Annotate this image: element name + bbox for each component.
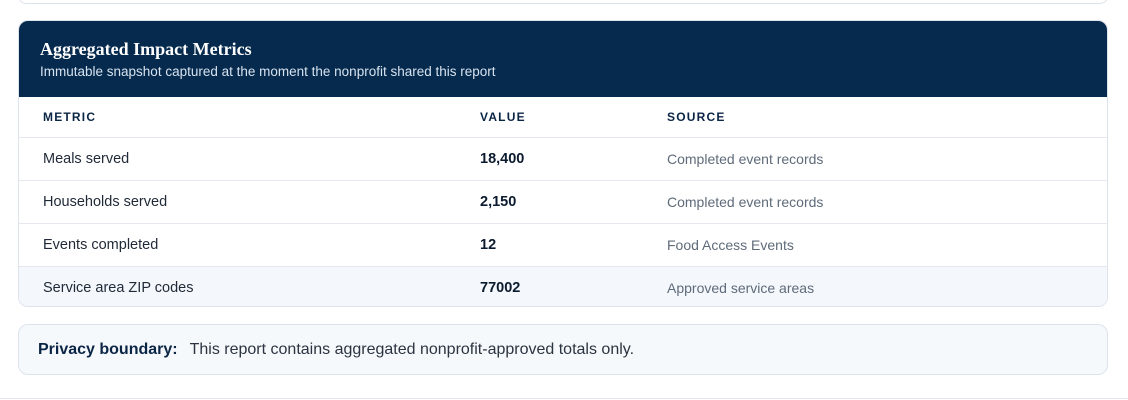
value-cell: 77002 xyxy=(456,266,643,306)
divider xyxy=(0,398,1128,399)
impact-metrics-card: Aggregated Impact Metrics Immutable snap… xyxy=(18,20,1108,307)
source-cell: Completed event records xyxy=(643,137,1107,181)
source-cell: Approved service areas xyxy=(643,266,1107,306)
privacy-text: This report contains aggregated nonprofi… xyxy=(189,340,635,358)
value-cell: 12 xyxy=(456,223,643,267)
card-title: Aggregated Impact Metrics xyxy=(40,39,252,59)
card-subtitle: Immutable snapshot captured at the momen… xyxy=(40,64,496,79)
value-cell: 2,150 xyxy=(456,180,643,224)
table-row: Meals served 18,400 Completed event reco… xyxy=(19,137,1107,181)
column-header-source: SOURCE xyxy=(643,97,1107,138)
metric-cell: Events completed xyxy=(19,223,456,267)
privacy-boundary-notice: Privacy boundary: This report contains a… xyxy=(18,324,1108,375)
metrics-table: METRIC VALUE SOURCE Meals served 18,400 … xyxy=(19,97,1107,306)
table-row: Households served 2,150 Completed event … xyxy=(19,180,1107,224)
table-row: Service area ZIP codes 77002 Approved se… xyxy=(19,266,1107,306)
source-cell: Food Access Events xyxy=(643,223,1107,267)
metric-cell: Meals served xyxy=(19,137,456,181)
column-header-value: VALUE xyxy=(456,97,643,138)
previous-card-edge xyxy=(18,0,1108,4)
column-header-metric: METRIC xyxy=(19,97,456,138)
value-cell: 18,400 xyxy=(456,137,643,181)
metric-cell: Service area ZIP codes xyxy=(19,266,456,306)
privacy-label: Privacy boundary: xyxy=(38,340,178,358)
card-header: Aggregated Impact Metrics Immutable snap… xyxy=(19,21,1107,97)
table-header-row: METRIC VALUE SOURCE xyxy=(19,97,1107,138)
metric-cell: Households served xyxy=(19,180,456,224)
table-row: Events completed 12 Food Access Events xyxy=(19,223,1107,267)
source-cell: Completed event records xyxy=(643,180,1107,224)
